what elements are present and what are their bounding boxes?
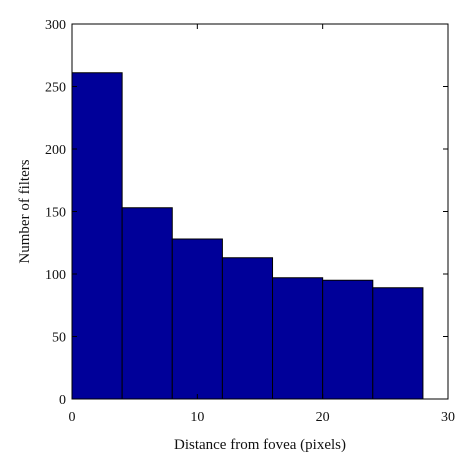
- y-tick-label: 250: [45, 81, 66, 96]
- histogram-bar: [221, 257, 274, 400]
- y-tick-label: 300: [45, 18, 66, 33]
- y-tick-label: 150: [45, 206, 66, 221]
- histogram-bar: [121, 207, 173, 400]
- bars-group: [71, 72, 424, 400]
- y-tick-label: 0: [59, 393, 66, 408]
- y-tick-labels: 0 50 100 150 200 250 300: [45, 18, 66, 408]
- histogram-bar: [322, 279, 374, 400]
- histogram-bar: [171, 238, 223, 400]
- x-tick-label: 0: [69, 410, 76, 425]
- ticks-group: [71, 23, 449, 400]
- y-tick-label: 50: [52, 331, 66, 346]
- histogram-bar: [372, 287, 424, 400]
- x-tick-label: 30: [441, 410, 455, 425]
- histogram-bar: [272, 277, 324, 400]
- histogram-bar: [71, 72, 123, 400]
- x-tick-label: 10: [190, 410, 204, 425]
- y-tick-label: 200: [45, 143, 66, 158]
- x-tick-label: 20: [316, 410, 330, 425]
- x-axis-title: Distance from fovea (pixels): [174, 437, 346, 453]
- y-tick-label: 100: [45, 268, 66, 283]
- y-axis-title: Number of filters: [17, 159, 33, 263]
- x-tick-labels: 0 10 20 30: [69, 410, 456, 425]
